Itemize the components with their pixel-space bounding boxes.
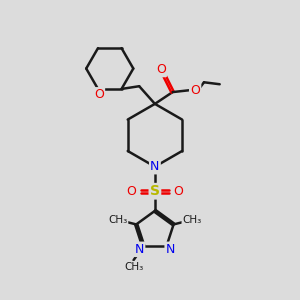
Text: O: O — [126, 185, 136, 198]
Text: O: O — [156, 63, 166, 76]
Text: N: N — [150, 160, 160, 173]
Text: S: S — [150, 184, 160, 198]
Text: CH₃: CH₃ — [124, 262, 143, 272]
Text: O: O — [190, 84, 200, 97]
Text: O: O — [173, 185, 183, 198]
Text: N: N — [166, 243, 175, 256]
Text: CH₃: CH₃ — [183, 214, 202, 224]
Text: CH₃: CH₃ — [108, 214, 127, 224]
Text: O: O — [94, 88, 104, 101]
Text: N: N — [135, 243, 144, 256]
